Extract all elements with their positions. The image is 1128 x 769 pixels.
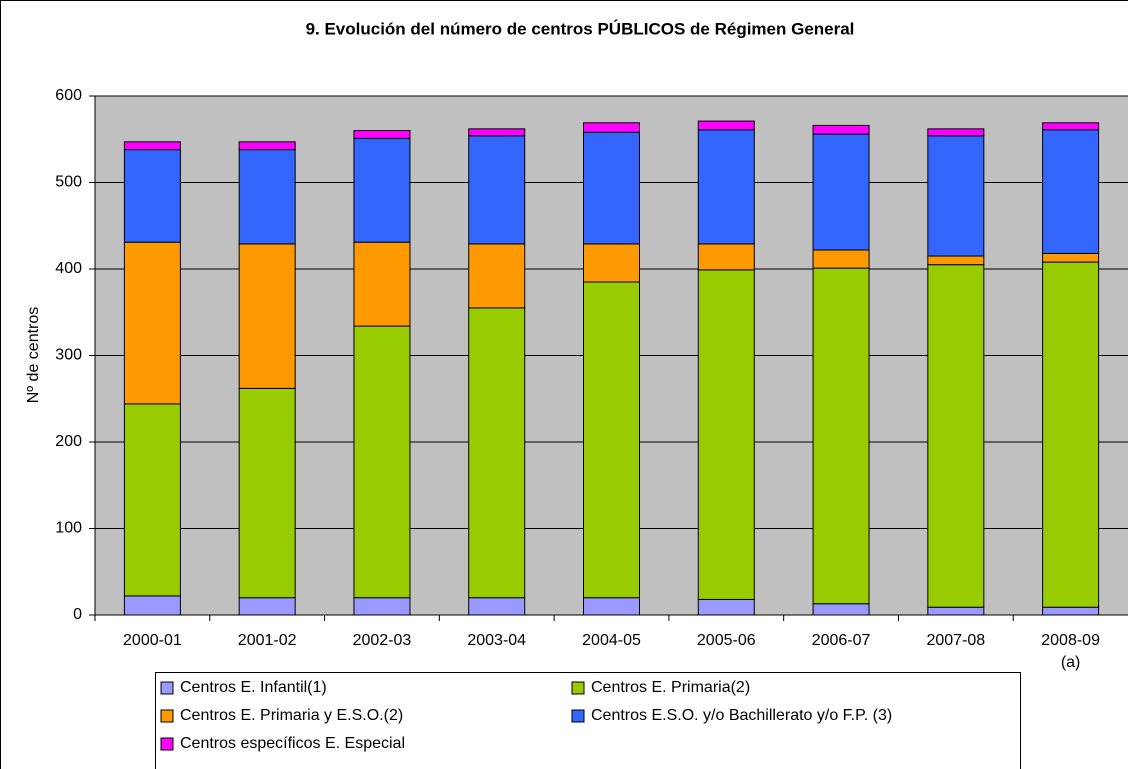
bar-segment	[353, 137, 411, 243]
bar-segment	[697, 269, 755, 600]
x-tick-label: 2001-02	[237, 632, 297, 649]
bar-segment	[697, 120, 755, 131]
bar-segment	[468, 597, 526, 616]
bar-segment	[468, 128, 526, 137]
y-tick-label: 400	[55, 260, 82, 277]
bar-segment	[123, 141, 181, 151]
bar-segment	[1042, 129, 1100, 254]
legend-swatch	[571, 681, 585, 695]
bar-segment	[927, 606, 985, 616]
bar-segment	[927, 135, 985, 257]
bar-segment	[812, 133, 870, 251]
bar-segment	[238, 597, 296, 616]
y-tick-label: 200	[55, 433, 82, 450]
bar-segment	[468, 243, 526, 309]
bar-segment	[812, 267, 870, 605]
x-tick-label: 2000-01	[123, 632, 182, 649]
y-tick-label: 0	[73, 606, 82, 623]
bar-segment	[1042, 122, 1100, 131]
legend-label: Centros E.S.O. y/o Bachillerato y/o F.P.…	[591, 707, 892, 724]
bar-segment	[353, 325, 411, 599]
y-axis-label: Nº de centros	[25, 307, 42, 404]
x-tick-label: 2002-03	[352, 632, 412, 649]
bar-segment	[583, 243, 640, 283]
bar-segment	[927, 264, 985, 608]
bar-segment	[583, 122, 640, 133]
bar-segment	[1042, 606, 1100, 616]
legend-swatch	[160, 737, 174, 751]
bar-segment	[238, 141, 296, 151]
legend-label: Centros E. Primaria y E.S.O.(2)	[180, 707, 403, 724]
legend-swatch	[160, 709, 174, 723]
bar-segment	[1042, 261, 1100, 608]
bar-segment	[123, 403, 181, 597]
x-tick-label: 2008-09 (a)	[1041, 632, 1100, 671]
legend-label: Centros E. Infantil(1)	[180, 679, 327, 696]
bar-segment	[353, 597, 411, 616]
legend-label: Centros específicos E. Especial	[180, 735, 405, 752]
bar-segment	[697, 598, 755, 616]
bar-segment	[583, 281, 640, 599]
y-tick-label: 600	[55, 87, 82, 104]
bar-segment	[123, 241, 181, 405]
bar-segment	[812, 603, 870, 616]
y-tick-label: 500	[55, 174, 82, 191]
y-tick-label: 100	[55, 520, 82, 537]
bar-segment	[468, 135, 526, 245]
bar-segment	[238, 243, 296, 389]
bar-segment	[812, 249, 870, 269]
legend-swatch	[571, 709, 585, 723]
x-tick-label: 2006-07	[811, 632, 871, 649]
bar-segment	[353, 130, 411, 139]
x-tick-label: 2007-08	[926, 632, 986, 649]
bar-segment	[123, 595, 181, 616]
legend-label: Centros E. Primaria(2)	[591, 679, 750, 696]
x-tick-label: 2003-04	[467, 632, 527, 649]
y-tick-label: 300	[55, 347, 82, 364]
legend	[155, 672, 1021, 769]
bar-segment	[583, 131, 640, 245]
bar-segment	[238, 149, 296, 245]
bar-segment	[583, 597, 640, 616]
bar-segment	[927, 255, 985, 266]
chart-title: 9. Evolución del número de centros PÚBLI…	[306, 19, 855, 38]
bar-segment	[468, 307, 526, 599]
legend-swatch	[160, 681, 174, 695]
bar-segment	[353, 241, 411, 327]
bar-segment	[1042, 252, 1100, 263]
bar-segment	[927, 128, 985, 137]
x-tick-label: 2004-05	[582, 632, 641, 649]
bar-segment	[238, 387, 296, 599]
bar-segment	[812, 124, 870, 135]
bar-segment	[123, 149, 181, 243]
bar-segment	[697, 243, 755, 271]
bar-segment	[697, 129, 755, 245]
x-tick-label: 2005-06	[696, 632, 756, 649]
